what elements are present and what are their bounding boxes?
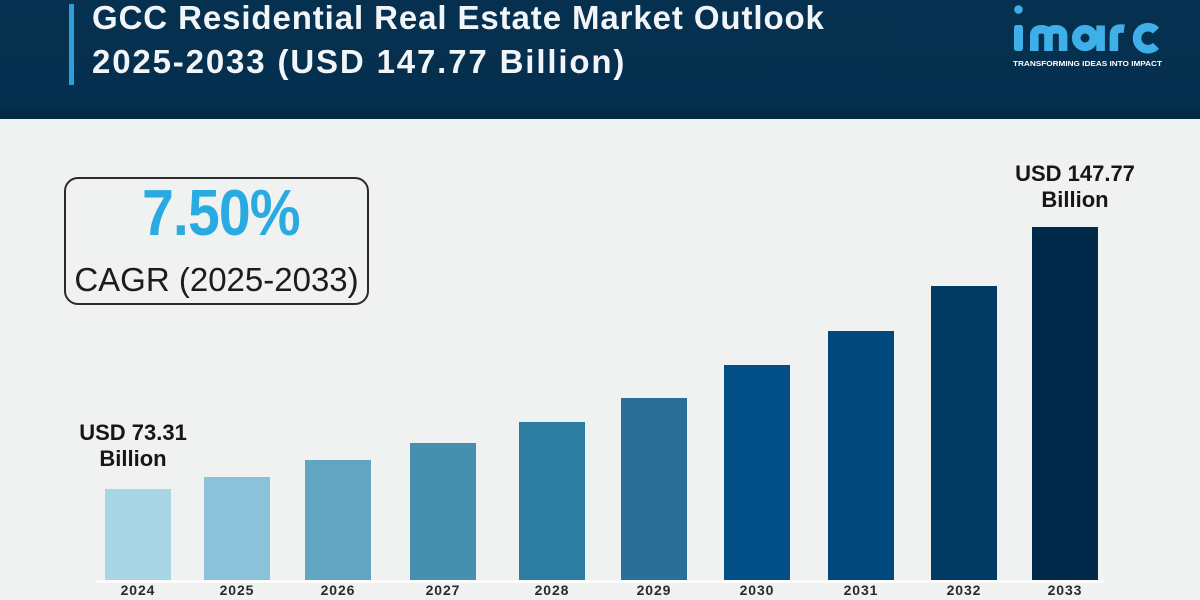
svg-text:TRANSFORMING IDEAS INTO IMPACT: TRANSFORMING IDEAS INTO IMPACT — [1013, 59, 1163, 66]
